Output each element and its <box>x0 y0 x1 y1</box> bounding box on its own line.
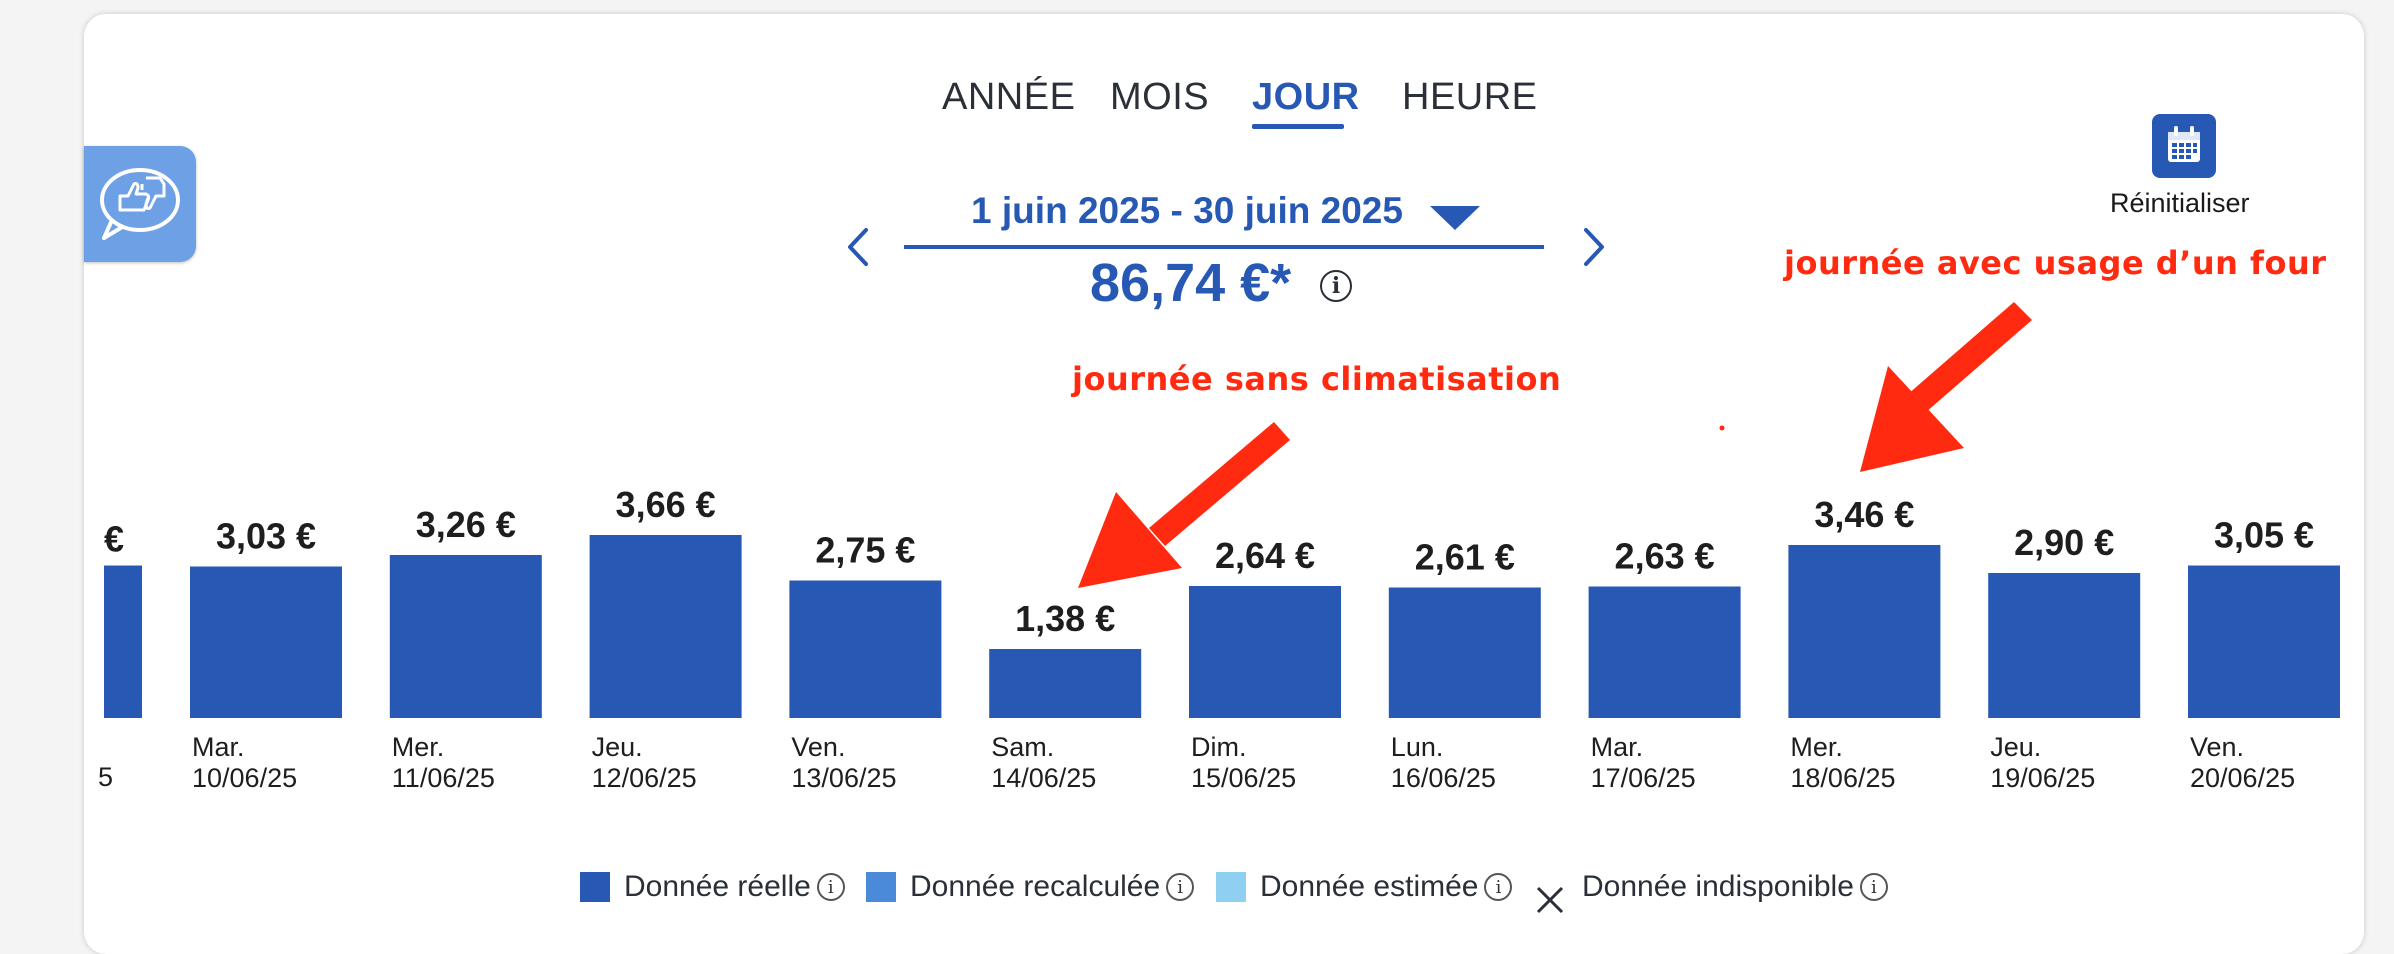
bar <box>1388 587 1541 718</box>
bar-value-label: 2,61 € <box>1415 537 1515 578</box>
x-tick-day: Sam. <box>991 732 1054 762</box>
info-icon[interactable]: i <box>816 873 845 901</box>
annotation-arrows <box>1078 302 2032 588</box>
bar <box>789 580 942 718</box>
bar <box>989 649 1142 718</box>
x-tick-date: 20/06/25 <box>2190 763 2295 793</box>
bar-value-label: 1,38 € <box>1015 598 1115 639</box>
legend-swatch <box>1216 872 1246 902</box>
next-period-icon[interactable] <box>1582 226 1608 268</box>
bar-value-label: 2,90 € <box>2014 522 2114 563</box>
x-tick-date: 12/06/25 <box>592 763 697 793</box>
legend-item-recalculee: Donnée recalculée i <box>866 870 1195 904</box>
x-tick-date: 19/06/25 <box>1990 763 2095 793</box>
legend-label: Donnée réelle <box>624 870 811 903</box>
bar-value-label-partial: € <box>104 519 124 560</box>
info-icon[interactable]: i <box>1859 873 1888 901</box>
legend-item-indisponible: Donnée indisponible i <box>1582 870 1888 904</box>
arrow-oven <box>1860 302 2032 472</box>
bar <box>389 555 542 718</box>
x-tick-date: 18/06/25 <box>1790 763 1895 793</box>
x-tick-date: 16/06/25 <box>1391 763 1496 793</box>
legend-label: Donnée estimée <box>1260 870 1479 903</box>
info-icon[interactable]: i <box>1320 270 1352 302</box>
daily-cost-bar-chart: €53,03 €Mar.10/06/253,26 €Mer.11/06/253,… <box>98 484 2340 793</box>
date-range-underline <box>904 245 1544 249</box>
x-tick-day: Jeu. <box>1990 732 2041 762</box>
reset-label[interactable]: Réinitialiser <box>2110 188 2250 218</box>
close-icon <box>1536 886 1564 914</box>
thumbs-feedback-icon <box>100 168 180 240</box>
bar <box>1788 545 1941 718</box>
bar <box>1988 573 2141 718</box>
active-tab-indicator <box>1252 124 1344 129</box>
period-total: 86,74 €* <box>1090 253 1292 313</box>
bar <box>2188 565 2340 718</box>
bar-partial <box>104 565 142 718</box>
tab-mois[interactable]: MOIS <box>1110 76 1210 118</box>
legend-label: Donnée indisponible <box>1582 870 1854 903</box>
bar <box>190 566 342 718</box>
date-range-label: 1 juin 2025 - 30 juin 2025 <box>971 190 1403 231</box>
info-icon[interactable]: i <box>1166 873 1195 901</box>
x-tick-day: Jeu. <box>592 732 643 762</box>
legend-swatch <box>866 872 896 902</box>
legend-item-estimee: Donnée estimée i <box>1216 870 1513 904</box>
x-tick-day: Ven. <box>2190 732 2244 762</box>
date-range-selector[interactable]: 1 juin 2025 - 30 juin 2025 <box>904 190 1546 232</box>
legend-label: Donnée recalculée <box>910 870 1161 903</box>
info-icon[interactable]: i <box>1484 873 1513 901</box>
x-tick-date: 10/06/25 <box>192 763 297 793</box>
bar-value-label: 2,75 € <box>815 530 915 571</box>
calendar-icon <box>2168 126 2200 162</box>
x-tick-date: 11/06/25 <box>392 763 495 793</box>
arrow-no-ac <box>1078 422 1290 588</box>
annotation-oven: journée avec usage d’un four <box>1784 244 2327 282</box>
x-tick-day: Mer. <box>1790 732 1843 762</box>
tab-annee[interactable]: ANNÉE <box>942 76 1076 118</box>
feedback-button[interactable] <box>84 146 196 262</box>
chevron-down-icon[interactable] <box>1430 206 1480 232</box>
bar-value-label: 2,63 € <box>1615 536 1715 577</box>
x-tick-day: Dim. <box>1191 732 1247 762</box>
x-tick-day: Mar. <box>192 732 245 762</box>
bar-value-label: 2,64 € <box>1215 535 1315 576</box>
bar-value-label: 3,03 € <box>216 516 316 557</box>
x-tick-day: Lun. <box>1391 732 1444 762</box>
bar-value-label: 3,66 € <box>616 484 716 525</box>
bar-value-label: 3,05 € <box>2214 515 2314 556</box>
bar <box>589 535 742 718</box>
x-tick-day: Mar. <box>1591 732 1644 762</box>
previous-period-icon[interactable] <box>844 226 870 268</box>
legend-swatch <box>580 872 610 902</box>
x-tick-date: 15/06/25 <box>1191 763 1296 793</box>
x-tick-label-partial: 5 <box>98 762 113 792</box>
reset-button[interactable] <box>2152 114 2216 178</box>
x-tick-date: 17/06/25 <box>1591 763 1696 793</box>
bar <box>1189 586 1341 718</box>
annotation-no-ac: journée sans climatisation <box>1072 360 1562 398</box>
bar <box>1588 586 1741 718</box>
tab-jour[interactable]: JOUR <box>1252 76 1360 118</box>
tab-heure[interactable]: HEURE <box>1402 76 1538 118</box>
x-tick-day: Ven. <box>791 732 845 762</box>
x-tick-date: 13/06/25 <box>791 763 896 793</box>
bar-value-label: 3,26 € <box>416 504 516 545</box>
legend-item-reelle: Donnée réelle i <box>580 870 845 904</box>
bar-value-label: 3,46 € <box>1814 494 1914 535</box>
x-tick-date: 14/06/25 <box>991 763 1096 793</box>
x-tick-day: Mer. <box>392 732 445 762</box>
